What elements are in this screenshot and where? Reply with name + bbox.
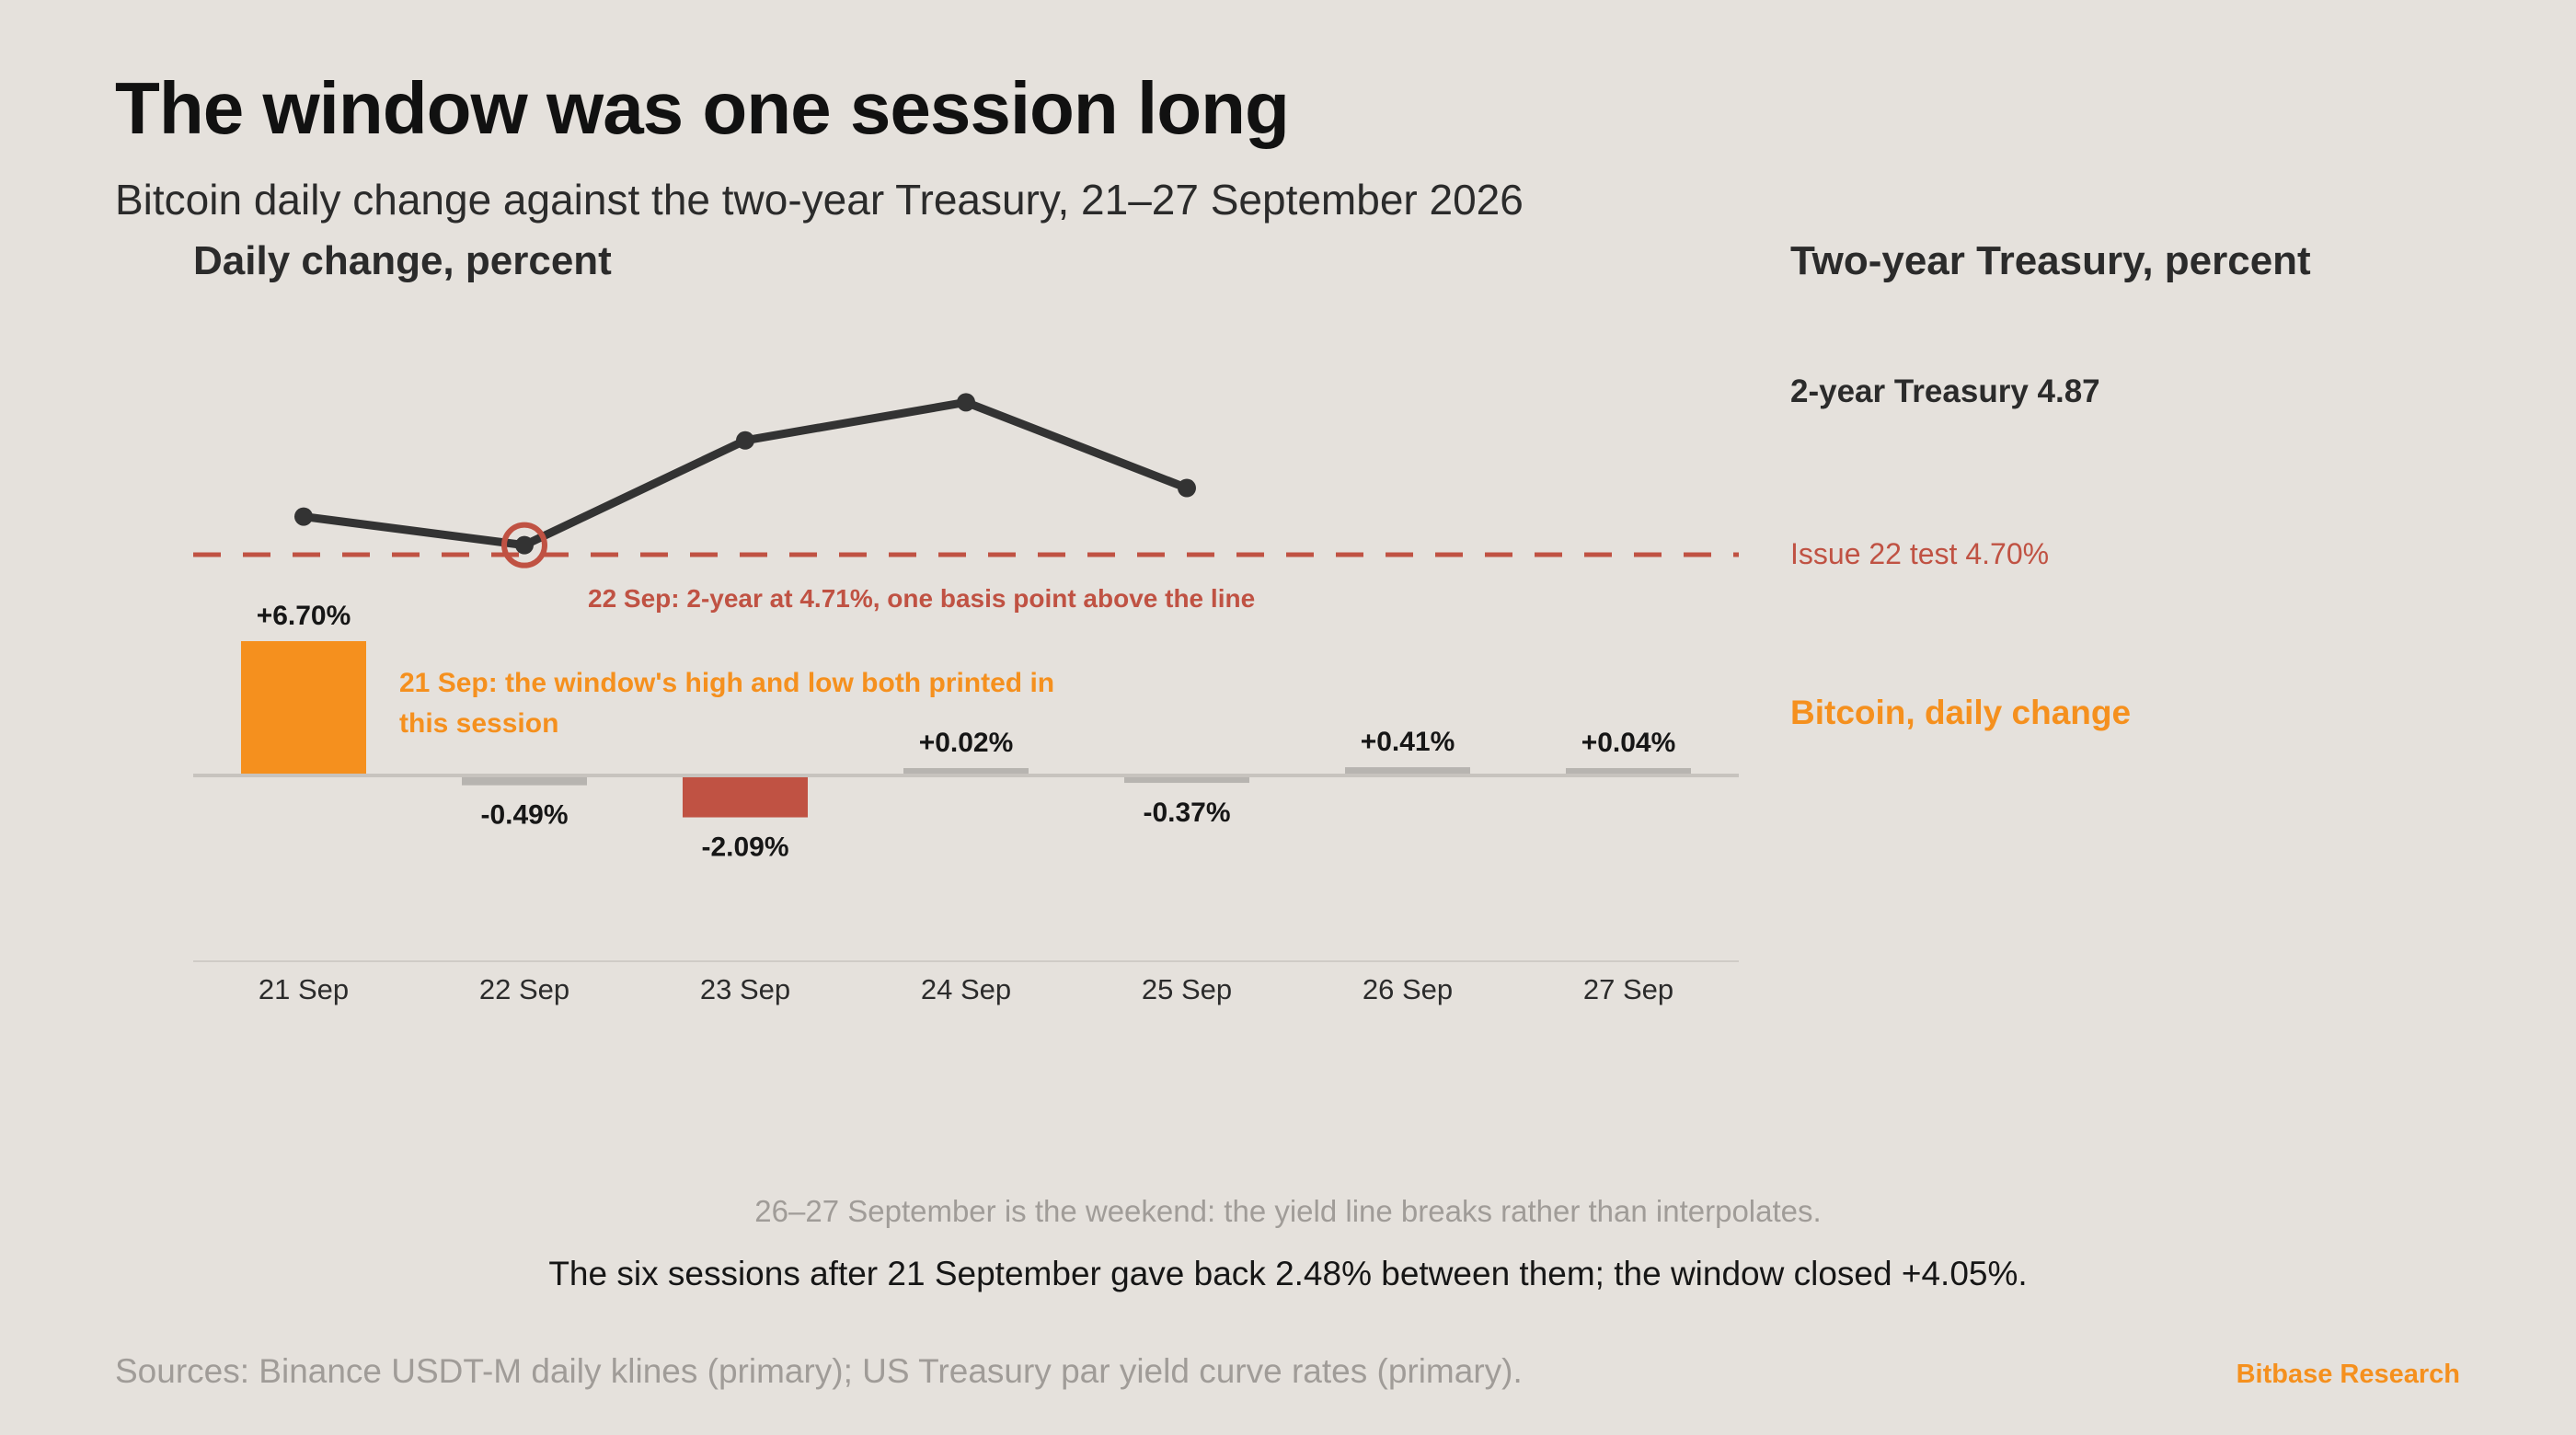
x-tick-label: 26 Sep xyxy=(1363,973,1453,1005)
btc-annotation-line1: 21 Sep: the window's high and low both p… xyxy=(399,668,1054,698)
highlight-ring xyxy=(501,522,547,568)
bar-value-label: -2.09% xyxy=(701,832,788,863)
yield-annotation: 22 Sep: 2-year at 4.71%, one basis point… xyxy=(588,584,1255,613)
yield-point xyxy=(515,535,534,555)
yield-line-layer xyxy=(294,393,1196,568)
bar-value-label: +0.41% xyxy=(1361,727,1455,757)
x-tick-label: 23 Sep xyxy=(700,973,790,1005)
threshold-label: Issue 22 test 4.70% xyxy=(1790,537,2050,570)
btc-bar-24-sep xyxy=(903,768,1029,775)
takeaway-text: The six sessions after 21 September gave… xyxy=(548,1255,2028,1292)
btc-bar-27-sep xyxy=(1566,768,1691,775)
x-tick-label: 27 Sep xyxy=(1583,973,1673,1005)
bar-value-label: +0.04% xyxy=(1581,728,1676,758)
btc-bar-25-sep xyxy=(1124,775,1249,784)
btc-bar-26-sep xyxy=(1345,767,1470,775)
x-tick-label: 25 Sep xyxy=(1142,973,1232,1005)
bars-layer xyxy=(241,641,1691,818)
left-panel-label: Daily change, percent xyxy=(193,238,612,283)
bar-value-label: -0.49% xyxy=(480,800,568,831)
yield-line xyxy=(299,397,1191,550)
btc-series-label: Bitcoin, daily change xyxy=(1790,694,2132,731)
btc-bar-21-sep xyxy=(241,641,366,775)
x-ticks-layer: 21 Sep 22 Sep 23 Sep 24 Sep 25 Sep 26 Sep 27 S… xyxy=(259,973,1673,1005)
sources-note: Sources: Binance USDT-M daily klines (pr… xyxy=(115,1352,1523,1390)
bar-value-label: +0.02% xyxy=(919,728,1014,758)
right-panel-label: Two-year Treasury, percent xyxy=(1790,238,2311,283)
chart-subtitle: Bitcoin daily change against the two-yea… xyxy=(115,176,1524,224)
btc-bar-22-sep xyxy=(462,775,587,786)
yield-point xyxy=(294,507,313,526)
yield-point xyxy=(1178,478,1196,498)
bar-value-label: +6.70% xyxy=(257,601,351,631)
x-tick-label: 24 Sep xyxy=(921,973,1011,1005)
chart-title: The window was one session long xyxy=(115,67,1290,149)
x-tick-label: 22 Sep xyxy=(479,973,569,1005)
brand-logo-text: Bitbase Research xyxy=(2236,1360,2460,1389)
weekend-note: 26–27 September is the weekend: the yiel… xyxy=(754,1194,1822,1228)
bar-labels-layer: +6.70% -0.49% -2.09% +0.02% -0.37% +0.41% +0.0… xyxy=(257,601,1676,863)
btc-annotation-line2: this session xyxy=(399,708,558,739)
btc-bar-23-sep xyxy=(683,775,808,818)
x-tick-label: 21 Sep xyxy=(259,973,349,1005)
bar-value-label: -0.37% xyxy=(1143,798,1230,828)
yield-series-label: 2-year Treasury 4.87 xyxy=(1790,373,2100,409)
yield-point xyxy=(957,393,975,412)
yield-point xyxy=(736,430,754,450)
